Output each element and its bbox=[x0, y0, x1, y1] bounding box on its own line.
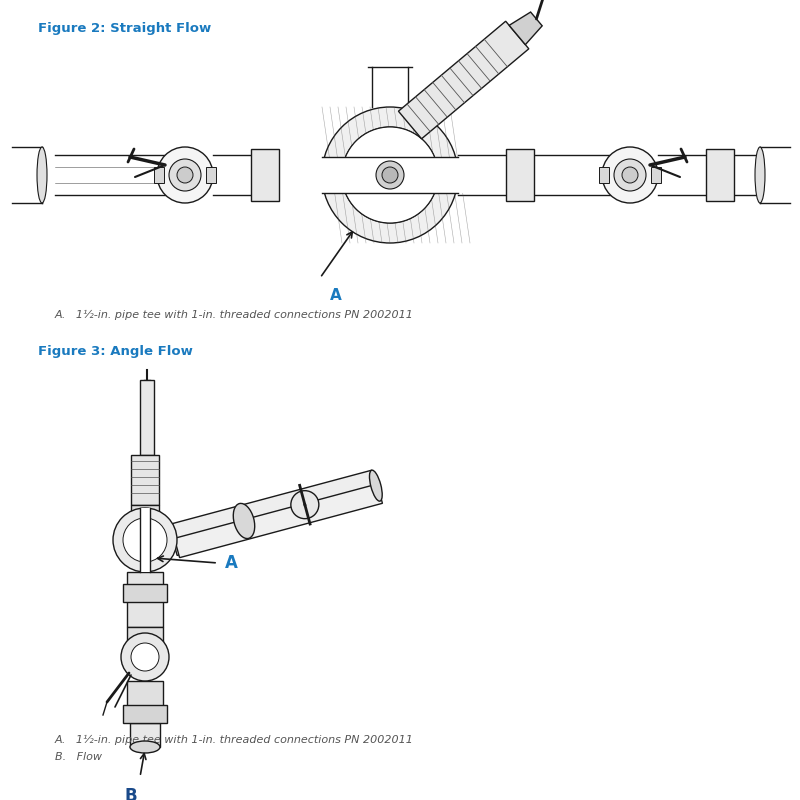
Circle shape bbox=[169, 159, 201, 191]
Polygon shape bbox=[509, 12, 542, 45]
Ellipse shape bbox=[130, 741, 160, 753]
Polygon shape bbox=[127, 681, 163, 712]
Polygon shape bbox=[140, 380, 154, 455]
Text: B.   Flow: B. Flow bbox=[55, 752, 102, 762]
Bar bbox=[706, 149, 734, 201]
Bar bbox=[317, 157, 463, 193]
Circle shape bbox=[322, 107, 458, 243]
Circle shape bbox=[157, 147, 213, 203]
Bar bbox=[651, 167, 661, 183]
Polygon shape bbox=[131, 505, 159, 512]
Bar bbox=[251, 149, 279, 201]
Circle shape bbox=[113, 508, 177, 572]
Bar bbox=[506, 149, 534, 201]
Bar bbox=[123, 584, 167, 602]
Bar bbox=[140, 508, 150, 572]
Circle shape bbox=[602, 147, 658, 203]
Circle shape bbox=[342, 127, 438, 223]
Circle shape bbox=[382, 167, 398, 183]
Polygon shape bbox=[131, 455, 159, 505]
Text: A.   1½-in. pipe tee with 1-in. threaded connections PN 2002011: A. 1½-in. pipe tee with 1-in. threaded c… bbox=[55, 310, 414, 320]
Text: A.   1½-in. pipe tee with 1-in. threaded connections PN 2002011: A. 1½-in. pipe tee with 1-in. threaded c… bbox=[55, 735, 414, 745]
Bar bbox=[206, 167, 216, 183]
Circle shape bbox=[622, 167, 638, 183]
Text: Figure 2: Straight Flow: Figure 2: Straight Flow bbox=[38, 22, 211, 35]
Bar bbox=[123, 705, 167, 723]
Text: B: B bbox=[125, 787, 138, 800]
Polygon shape bbox=[398, 22, 529, 138]
Ellipse shape bbox=[37, 147, 47, 203]
Circle shape bbox=[121, 633, 169, 681]
Polygon shape bbox=[130, 723, 160, 747]
Circle shape bbox=[342, 127, 438, 223]
Text: A: A bbox=[330, 288, 342, 303]
Ellipse shape bbox=[234, 503, 254, 538]
Polygon shape bbox=[127, 572, 163, 627]
Circle shape bbox=[177, 167, 193, 183]
Circle shape bbox=[123, 518, 167, 562]
Text: Figure 3: Angle Flow: Figure 3: Angle Flow bbox=[38, 345, 193, 358]
Ellipse shape bbox=[755, 147, 765, 203]
Circle shape bbox=[131, 643, 159, 671]
Ellipse shape bbox=[370, 470, 382, 501]
Text: A: A bbox=[225, 554, 238, 572]
Polygon shape bbox=[174, 484, 382, 558]
Ellipse shape bbox=[291, 490, 319, 518]
Bar bbox=[599, 167, 609, 183]
Circle shape bbox=[614, 159, 646, 191]
Polygon shape bbox=[169, 470, 380, 555]
Bar bbox=[154, 167, 164, 183]
Circle shape bbox=[376, 161, 404, 189]
Polygon shape bbox=[127, 627, 163, 642]
